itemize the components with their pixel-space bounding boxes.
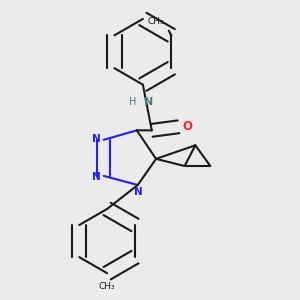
Text: CH₃: CH₃ [148,17,164,26]
Text: O: O [183,120,193,133]
Text: H: H [129,97,137,107]
Text: N: N [144,97,153,107]
Text: CH₃: CH₃ [99,282,116,291]
Text: N: N [92,134,101,144]
Text: N: N [92,172,101,182]
Text: N: N [134,187,143,197]
